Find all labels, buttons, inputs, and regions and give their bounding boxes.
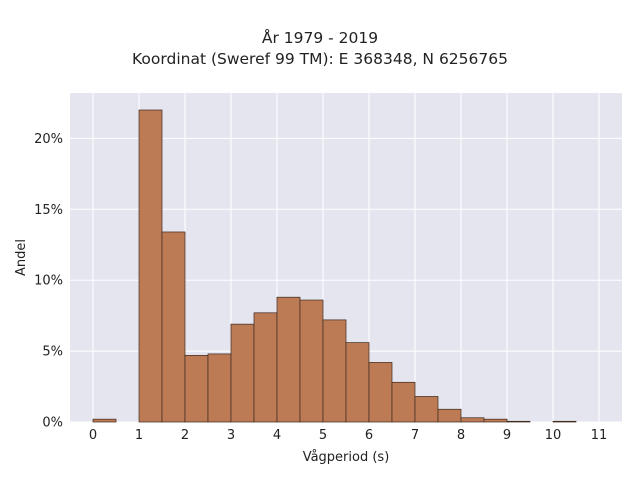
histogram-bar (207, 353, 232, 423)
x-tick-label: 11 (591, 428, 608, 443)
y-tick-label: 5% (42, 345, 63, 360)
histogram-bar (322, 319, 347, 423)
histogram-bar (138, 109, 163, 423)
x-axis-ticks: 0 1 2 3 4 5 6 7 8 9 10 11 (89, 428, 607, 443)
x-axis-label: Vågperiod (s) (303, 450, 390, 465)
histogram-bar (414, 396, 439, 423)
y-axis-ticks: 0% 5% 10% 15% 20% (34, 132, 63, 431)
histogram-bar (230, 323, 255, 423)
x-tick-label: 1 (135, 428, 143, 443)
x-tick-label: 0 (89, 428, 97, 443)
histogram-bar (299, 299, 324, 423)
histogram-bar (483, 418, 508, 423)
y-tick-label: 20% (34, 132, 63, 147)
y-tick-label: 0% (42, 416, 63, 431)
histogram-bar (345, 342, 370, 423)
histogram-bar (92, 418, 117, 423)
histogram-bar (184, 354, 209, 423)
x-tick-label: 9 (503, 428, 511, 443)
x-tick-label: 10 (545, 428, 562, 443)
histogram-bar (368, 362, 393, 423)
histogram-bar (161, 231, 186, 423)
histogram-bar (253, 312, 278, 423)
histogram-bar (460, 417, 485, 423)
x-tick-label: 2 (181, 428, 189, 443)
histogram-bar (506, 420, 531, 423)
histogram-bar (437, 408, 462, 423)
chart-subtitle: Koordinat (Sweref 99 TM): E 368348, N 62… (132, 50, 508, 68)
x-tick-label: 8 (457, 428, 465, 443)
histogram-bars (92, 109, 577, 423)
histogram-bar (391, 381, 416, 423)
chart-title: År 1979 - 2019 (261, 29, 379, 47)
x-tick-label: 7 (411, 428, 419, 443)
y-tick-label: 10% (34, 274, 63, 289)
y-tick-label: 15% (34, 203, 63, 218)
histogram-bar (276, 296, 301, 423)
x-tick-label: 3 (227, 428, 235, 443)
histogram-bar (552, 420, 577, 423)
x-tick-label: 6 (365, 428, 373, 443)
y-axis-label: Andel (14, 239, 29, 276)
x-tick-label: 5 (319, 428, 327, 443)
x-tick-label: 4 (273, 428, 281, 443)
